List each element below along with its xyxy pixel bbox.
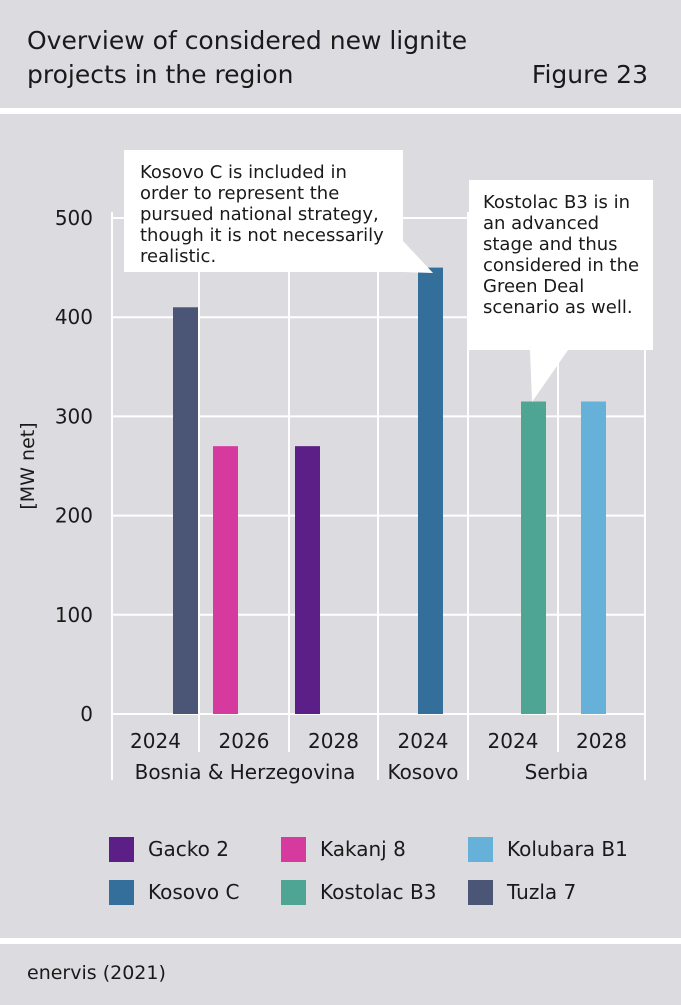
legend-label: Gacko 2	[148, 837, 229, 861]
y-tick-label: 500	[55, 206, 93, 230]
y-tick-label: 100	[55, 603, 93, 627]
x-tick-label: 2028	[308, 729, 359, 753]
chart-title: Overview of considered new lignite proje…	[27, 26, 468, 89]
legend-item: Kostolac B3	[281, 879, 436, 905]
kostolac-callout-text: Kostolac B3 is in an advanced stage and …	[483, 192, 640, 318]
bar-kolubara-b1	[581, 401, 606, 714]
y-tick-label: 200	[55, 504, 93, 528]
source-note: enervis (2021)	[27, 962, 166, 984]
legend-item: Kosovo C	[109, 879, 239, 905]
bar-kakanj-8	[213, 446, 238, 714]
legend-swatch	[281, 879, 306, 905]
bar-kostolac-b3	[521, 401, 546, 714]
legend-label: Kolubara B1	[507, 837, 628, 861]
y-tick-label: 400	[55, 305, 93, 329]
legend-label: Kosovo C	[148, 880, 240, 904]
x-tick-label: 2024	[130, 729, 181, 753]
y-tick-label: 0	[80, 702, 93, 726]
legend-swatch	[109, 879, 134, 905]
legend-item: Kolubara B1	[468, 836, 628, 862]
bar-tuzla-7	[173, 307, 198, 714]
legend-swatch	[468, 879, 493, 905]
kosovo-callout-text: Kosovo C is included in order to represe…	[140, 162, 384, 267]
kostolac-callout-pointer	[530, 350, 568, 402]
legend-swatch	[468, 836, 493, 862]
legend-item: Tuzla 7	[468, 879, 576, 905]
kosovo-callout: Kosovo C is included in order to represe…	[124, 150, 403, 272]
legend-swatch	[281, 836, 306, 862]
x-tick-label: 2026	[219, 729, 270, 753]
legend-item: Kakanj 8	[281, 836, 406, 862]
bar-chart: 0 100 200 300 400 500 [MW net] 2024 2026 2028 2024…	[17, 206, 646, 784]
legend-label: Kakanj 8	[320, 837, 406, 861]
bottom-divider	[0, 938, 681, 944]
y-axis-label: [MW net]	[17, 422, 39, 509]
bar-kosovo-c	[418, 267, 443, 714]
legend-label: Tuzla 7	[507, 880, 577, 904]
legend-item: Gacko 2	[109, 836, 229, 862]
x-tick-label: 2024	[488, 729, 539, 753]
x-tick-label: 2024	[398, 729, 449, 753]
legend-swatch	[109, 836, 134, 862]
kostolac-callout: Kostolac B3 is in an advanced stage and …	[469, 180, 653, 350]
header: Overview of considered new lignite proje…	[0, 0, 681, 108]
y-tick-label: 300	[55, 404, 93, 428]
figure-label: Figure 23	[531, 60, 648, 89]
x-tick-label: 2028	[576, 729, 627, 753]
x-group-label: Bosnia & Herzegovina	[135, 760, 356, 784]
bar-gacko-2	[295, 446, 320, 714]
x-group-label: Kosovo	[387, 760, 458, 784]
legend-label: Kostolac B3	[320, 880, 437, 904]
top-divider	[0, 108, 681, 114]
x-group-label: Serbia	[525, 760, 589, 784]
